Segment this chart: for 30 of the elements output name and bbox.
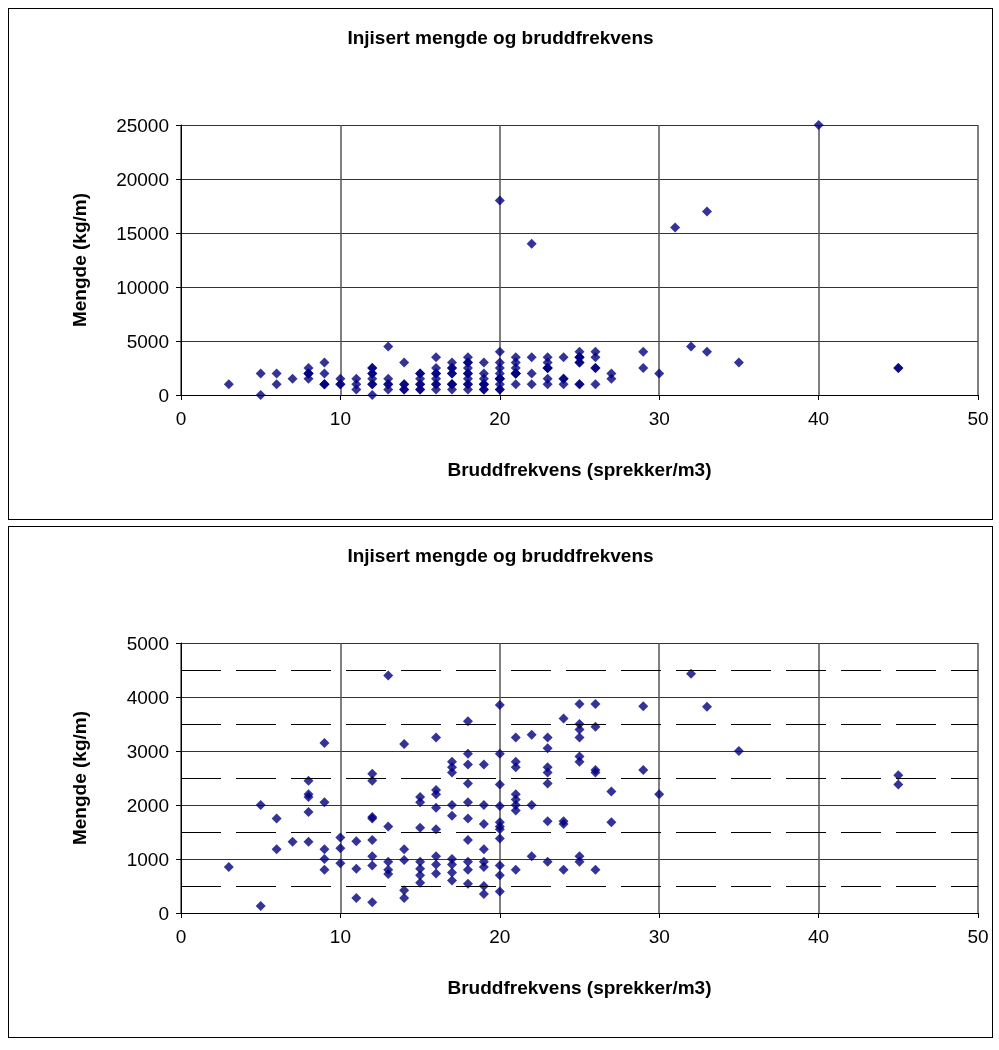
x-tick-label: 40 [808,926,830,947]
y-axis-title: Mengde (kg/m) [69,710,90,846]
x-axis-title: Bruddfrekvens (sprekker/m3) [447,459,712,480]
y-tick-label: 5000 [126,330,169,352]
y-tick-label: 0 [158,902,169,924]
y-tick-label: 20000 [116,168,169,190]
y-tick-label: 25000 [116,114,169,136]
chart-title: Injisert mengde og bruddfrekvens [347,27,654,48]
x-tick-label: 0 [175,408,187,429]
x-tick-label: 10 [329,408,351,429]
x-tick-label: 40 [808,408,830,429]
y-tick-label: 15000 [116,222,169,244]
x-tick-label: 50 [967,408,989,429]
x-tick-label: 30 [648,926,670,947]
x-tick-label: 50 [967,926,989,947]
y-tick-label: 10000 [116,276,169,298]
x-tick-label: 20 [489,408,511,429]
chart-title: Injisert mengde og bruddfrekvens [347,545,654,566]
y-tick-label: 0 [158,384,169,406]
y-tick-label: 3000 [126,740,169,762]
y-tick-label: 5000 [126,632,169,654]
x-tick-label: 30 [648,408,670,429]
y-axis-title: Mengde (kg/m) [69,192,90,328]
x-tick-label: 20 [489,926,511,947]
y-tick-label: 4000 [126,686,169,708]
x-tick-label: 10 [329,926,351,947]
y-tick-label: 1000 [126,848,169,870]
y-tick-label: 2000 [126,794,169,816]
x-axis-title: Bruddfrekvens (sprekker/m3) [447,977,712,998]
x-tick-label: 0 [175,926,187,947]
